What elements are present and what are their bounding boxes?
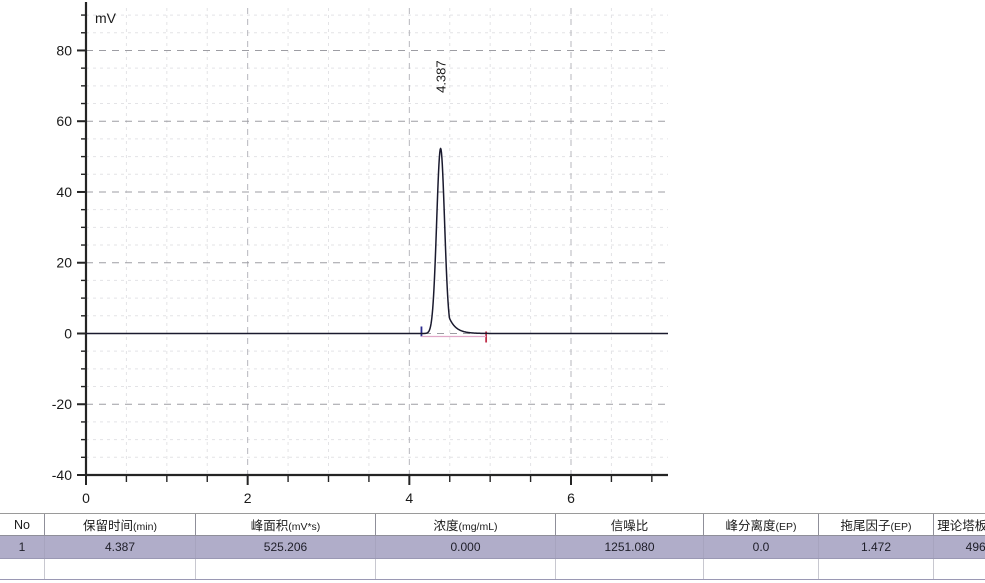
cell-area: 525.206 — [196, 536, 376, 559]
y-axis-ticks: -40 -20 0 20 40 60 80 — [52, 15, 86, 483]
y-axis-unit-label: mV — [95, 10, 117, 26]
cell-empty-snr — [556, 559, 704, 580]
y-tick-label: -20 — [52, 396, 72, 412]
cell-retention: 4.387 — [45, 536, 196, 559]
cell-empty-concentration — [376, 559, 556, 580]
cell-empty-resolution — [704, 559, 819, 580]
cell-plates: 4963 — [934, 536, 985, 559]
cell-resolution: 0.0 — [704, 536, 819, 559]
peak-label: 4.387 — [434, 60, 449, 93]
col-header-unit: (mg/mL) — [458, 521, 497, 533]
chromatogram-chart: -40 -20 0 20 40 60 80 0 2 4 6 mV 4.387 — [0, 0, 985, 512]
cell-snr: 1251.080 — [556, 536, 704, 559]
x-tick-label: 0 — [82, 490, 90, 506]
cell-no: 1 — [0, 536, 45, 559]
signal-trace — [86, 148, 668, 333]
col-header-no[interactable]: No — [0, 514, 45, 536]
cell-tailing: 1.472 — [819, 536, 934, 559]
col-header-label: 峰分离度 — [725, 519, 775, 533]
col-header-retention[interactable]: 保留时间(min) — [45, 514, 196, 536]
col-header-area[interactable]: 峰面积(mV*s) — [196, 514, 376, 536]
col-header-snr[interactable]: 信噪比 — [556, 514, 704, 536]
y-tick-label: 60 — [56, 113, 72, 129]
y-tick-label: -40 — [52, 467, 72, 483]
grid-major — [86, 8, 668, 475]
col-header-label: 拖尾因子 — [840, 519, 890, 533]
col-header-unit: (EP) — [891, 521, 912, 533]
y-tick-label: 80 — [56, 42, 72, 58]
y-tick-label: 0 — [64, 325, 72, 341]
col-header-unit: (min) — [133, 521, 157, 533]
cell-concentration: 0.000 — [376, 536, 556, 559]
x-tick-label: 6 — [567, 490, 575, 506]
chromatogram-svg: -40 -20 0 20 40 60 80 0 2 4 6 mV 4.387 — [0, 0, 985, 512]
cell-empty-plates — [934, 559, 985, 580]
col-header-label: 峰面积 — [251, 519, 289, 533]
col-header-plates[interactable]: 理论塔板数(EP) — [934, 514, 985, 536]
cell-empty-no — [0, 559, 45, 580]
col-header-label: 信噪比 — [611, 519, 649, 533]
col-header-label: 浓度 — [433, 519, 458, 533]
col-header-label: 理论塔板数 — [937, 519, 985, 533]
col-header-tailing[interactable]: 拖尾因子(EP) — [819, 514, 934, 536]
x-axis-ticks: 0 2 4 6 — [82, 475, 652, 506]
grid-minor — [86, 8, 668, 475]
col-header-concentration[interactable]: 浓度(mg/mL) — [376, 514, 556, 536]
table-row-empty[interactable] — [0, 559, 985, 580]
col-header-label: 保留时间 — [83, 519, 133, 533]
y-tick-label: 20 — [56, 255, 72, 271]
col-header-unit: (EP) — [776, 521, 797, 533]
cell-empty-retention — [45, 559, 196, 580]
cell-empty-tailing — [819, 559, 934, 580]
x-tick-label: 2 — [244, 490, 252, 506]
col-header-resolution[interactable]: 峰分离度(EP) — [704, 514, 819, 536]
col-header-label: No — [14, 518, 30, 532]
x-tick-label: 4 — [405, 490, 413, 506]
cell-empty-area — [196, 559, 376, 580]
col-header-unit: (mV*s) — [288, 521, 320, 533]
y-tick-label: 40 — [56, 184, 72, 200]
